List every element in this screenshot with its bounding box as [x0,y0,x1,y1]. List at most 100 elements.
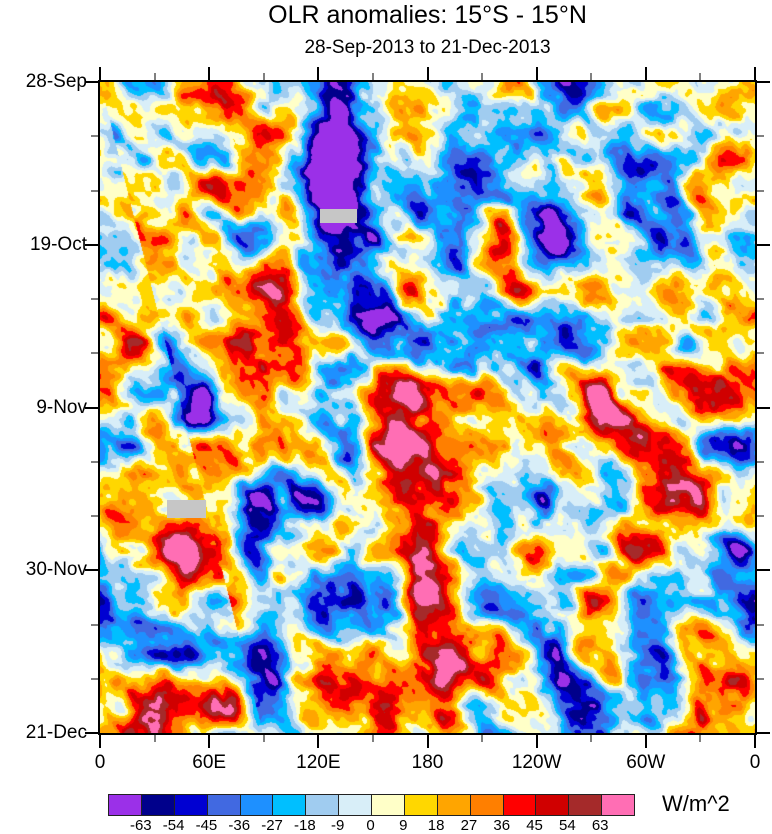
y-axis-minor-tick [91,515,98,517]
colorbar-tick-label: 27 [460,817,478,834]
colorbar-swatch [469,795,503,815]
colorbar-swatch [436,795,470,815]
top-axis-major-tick [317,67,319,80]
colorbar-swatch [239,795,273,815]
top-axis-major-tick [645,67,647,80]
right-axis-major-tick [757,732,770,734]
colorbar-tick-label: 54 [559,817,576,834]
y-axis-minor-tick [91,461,98,463]
colorbar-swatch [305,795,339,815]
right-axis-major-tick [757,569,770,571]
colorbar-swatch [502,795,536,815]
top-axis-major-tick [536,67,538,80]
colorbar-swatch [371,795,404,815]
y-axis-tick-label: 19-Oct [29,233,87,255]
right-axis-minor-tick [757,678,764,680]
y-axis-minor-tick [91,298,98,300]
top-axis-minor-tick [263,73,265,80]
x-axis-major-tick [317,735,319,748]
x-axis-minor-tick [372,735,374,742]
top-axis-minor-tick [590,73,592,80]
right-axis-minor-tick [757,298,764,300]
colorbar-tick-label: 63 [591,817,609,834]
colorbar-swatch [601,795,634,815]
colorbar-swatch [535,795,569,815]
colorbar-swatch [338,795,371,815]
colorbar-tick-label: 9 [399,817,408,834]
y-axis-tick-label: 9-Nov [36,396,87,418]
right-axis-minor-tick [757,624,764,626]
x-axis-tick-label: 0 [749,752,761,773]
top-axis-major-tick [208,67,210,80]
x-axis-major-tick [427,735,429,748]
x-axis-minor-tick [154,735,156,742]
y-axis-minor-tick [91,190,98,192]
y-axis-minor-tick [91,624,98,626]
right-axis-minor-tick [757,461,764,463]
x-axis-minor-tick [699,735,701,742]
x-axis-major-tick [99,735,101,748]
y-axis-minor-tick [91,678,98,680]
colorbar-tick-label: 45 [526,817,543,834]
y-axis-minor-tick [91,135,98,137]
right-axis-major-tick [757,244,770,246]
right-axis-minor-tick [757,135,764,137]
x-axis-major-tick [208,735,210,748]
missing-data-patch [320,209,357,224]
colorbar-tick-label: 0 [366,817,375,834]
colorbar-tick-label: 18 [427,817,445,834]
colorbar-units-label: W/m^2 [662,791,730,816]
colorbar-swatch [403,795,437,815]
plot-frame [98,80,757,735]
x-axis-major-tick [754,735,756,748]
colorbar-swatch [109,795,141,815]
top-axis-minor-tick [699,73,701,80]
x-axis-major-tick [645,735,647,748]
y-axis-tick-label: 30-Nov [25,559,87,581]
y-axis-major-tick [85,244,98,246]
x-axis-major-tick [536,735,538,748]
right-axis-major-tick [757,407,770,409]
top-axis-minor-tick [154,73,156,80]
x-axis-tick-label: 60W [626,752,666,773]
x-axis-tick-label: 60E [192,752,227,773]
x-axis-minor-tick [263,735,265,742]
x-axis-tick-label: 120E [296,752,341,773]
top-axis-major-tick [427,67,429,80]
y-axis-major-tick [85,732,98,734]
right-axis-minor-tick [757,190,764,192]
chart-subtitle: 28-Sep-2013 to 21-Dec-2013 [304,37,551,58]
colorbar-tick-label: -27 [261,817,283,834]
colorbar-tick-label: -54 [162,817,185,834]
right-axis-major-tick [757,81,770,83]
y-axis-minor-tick [91,352,98,354]
colorbar [108,794,635,816]
colorbar-tick-label: 36 [493,817,511,834]
colorbar-swatch [568,795,602,815]
x-axis-tick-label: 0 [94,752,106,773]
colorbar-swatch [140,795,174,815]
colorbar-swatch [272,795,306,815]
colorbar-tick-label: -36 [228,817,251,834]
colorbar-tick-label: -63 [129,817,152,834]
top-axis-major-tick [99,67,101,80]
colorbar-swatch [206,795,240,815]
x-axis-minor-tick [481,735,483,742]
y-axis-tick-label: 21-Dec [25,722,87,743]
top-axis-minor-tick [481,73,483,80]
colorbar-swatch [173,795,207,815]
missing-data-patch [167,499,206,518]
x-axis-tick-label: 120W [511,752,562,773]
y-axis-major-tick [85,81,98,83]
right-axis-minor-tick [757,352,764,354]
y-axis-major-tick [85,407,98,409]
top-axis-major-tick [754,67,756,80]
colorbar-tick-label: -9 [331,817,345,834]
chart-title: OLR anomalies: 15°S - 15°N [268,1,587,29]
colorbar-tick-label: -18 [294,817,316,834]
y-axis-tick-label: 28-Sep [25,71,87,92]
right-axis-minor-tick [757,515,764,517]
x-axis-minor-tick [590,735,592,742]
x-axis-tick-label: 180 [411,752,444,773]
